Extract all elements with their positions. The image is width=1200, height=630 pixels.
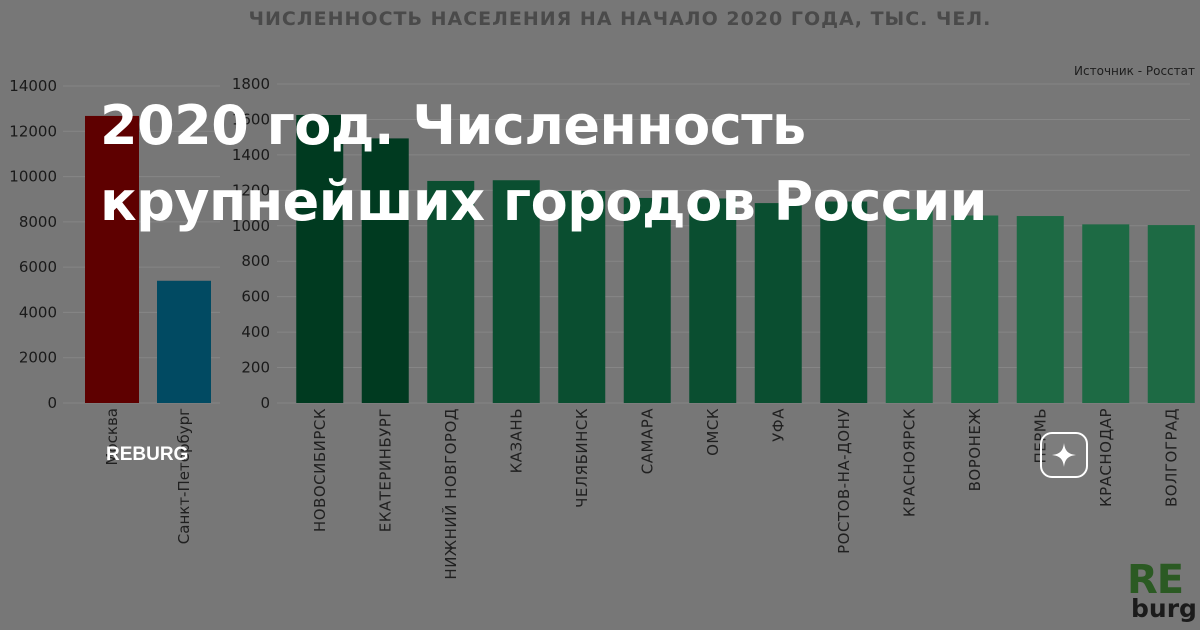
category-label: УФА [769, 408, 787, 442]
y-tick-label: 1600 [232, 110, 270, 128]
logo-re: RE [1127, 557, 1184, 603]
category-label: КРАСНОДАР [1097, 408, 1115, 507]
chart-title: ЧИСЛЕННОСТЬ НАСЕЛЕНИЯ НА НАЧАЛО 2020 ГОД… [249, 8, 992, 30]
bar [296, 115, 344, 403]
bar [427, 180, 475, 403]
chart-source: Источник - Росстат [1074, 64, 1195, 78]
category-label: САМАРА [638, 408, 656, 474]
site-label: REBURG [106, 444, 189, 465]
category-label: ОМСК [704, 408, 722, 456]
category-label: НОВОСИБИРСК [311, 408, 329, 532]
chart-panel-million-cities: 0 200 400 600 800 1000 1200 1400 1600 1800 НОВОСИБ… [232, 75, 1195, 580]
y-tick-label: 10000 [9, 168, 57, 186]
category-label: ЕКАТЕРИНБУРГ [376, 408, 394, 532]
y-tick-label: 6000 [19, 258, 57, 276]
y-tick-label: 200 [241, 359, 270, 377]
category-label: ПЕРМЬ [1031, 408, 1049, 464]
y-tick-label: 0 [260, 394, 270, 412]
headline-line-1: 2020 год. Численность [100, 94, 806, 157]
y-tick-label: 8000 [19, 213, 57, 231]
y-tick-label: 2000 [19, 349, 57, 367]
logo-burg: burg [1131, 594, 1197, 623]
bar [1147, 225, 1195, 403]
category-label: ВОЛГОГРАД [1162, 408, 1180, 507]
bar [492, 180, 540, 403]
y-tick-label: 1400 [232, 146, 270, 164]
bar [1016, 216, 1064, 403]
y-tick-label: 1200 [232, 181, 270, 199]
bar [361, 138, 409, 403]
y-tick-label: 1800 [232, 75, 270, 93]
bar [558, 191, 606, 403]
category-label: ЧЕЛЯБИНСК [573, 408, 591, 508]
sparkle-button[interactable] [1040, 432, 1088, 478]
y-tick-label: 4000 [19, 303, 57, 321]
chart-panel-largest-cities: 0 2000 4000 6000 8000 10000 12000 14000 Москва Са… [9, 77, 220, 544]
headline: 2020 год. Численность крупнейших городов… [100, 88, 1100, 240]
bar [885, 209, 933, 403]
category-label: ВОРОНЕЖ [966, 408, 984, 491]
category-label: РОСТОВ-НА-ДОНУ [835, 408, 853, 554]
y-tick-label: 800 [241, 252, 270, 270]
bar [623, 197, 671, 403]
sparkle-icon [1052, 443, 1076, 467]
bar [1082, 224, 1130, 403]
y-tick-label: 600 [241, 288, 270, 306]
y-tick-label: 14000 [9, 77, 57, 95]
bar [157, 280, 211, 403]
bar [820, 201, 868, 403]
y-tick-label: 400 [241, 323, 270, 341]
bar [689, 198, 737, 403]
category-label: КРАСНОЯРСК [900, 408, 918, 517]
y-tick-label: 12000 [9, 122, 57, 140]
category-label: НИЖНИЙ НОВГОРОД [441, 408, 460, 580]
reburg-logo: RE burg [1127, 557, 1197, 623]
headline-line-2: крупнейших городов России [100, 170, 988, 233]
y-tick-label: 1000 [232, 217, 270, 235]
category-label: КАЗАНЬ [507, 408, 525, 473]
y-tick-label: 0 [47, 394, 57, 412]
bar [85, 115, 139, 403]
category-label: Санкт-Петербург [175, 408, 193, 544]
bar [754, 203, 802, 403]
category-label: Москва [103, 408, 121, 465]
bar [951, 215, 999, 403]
